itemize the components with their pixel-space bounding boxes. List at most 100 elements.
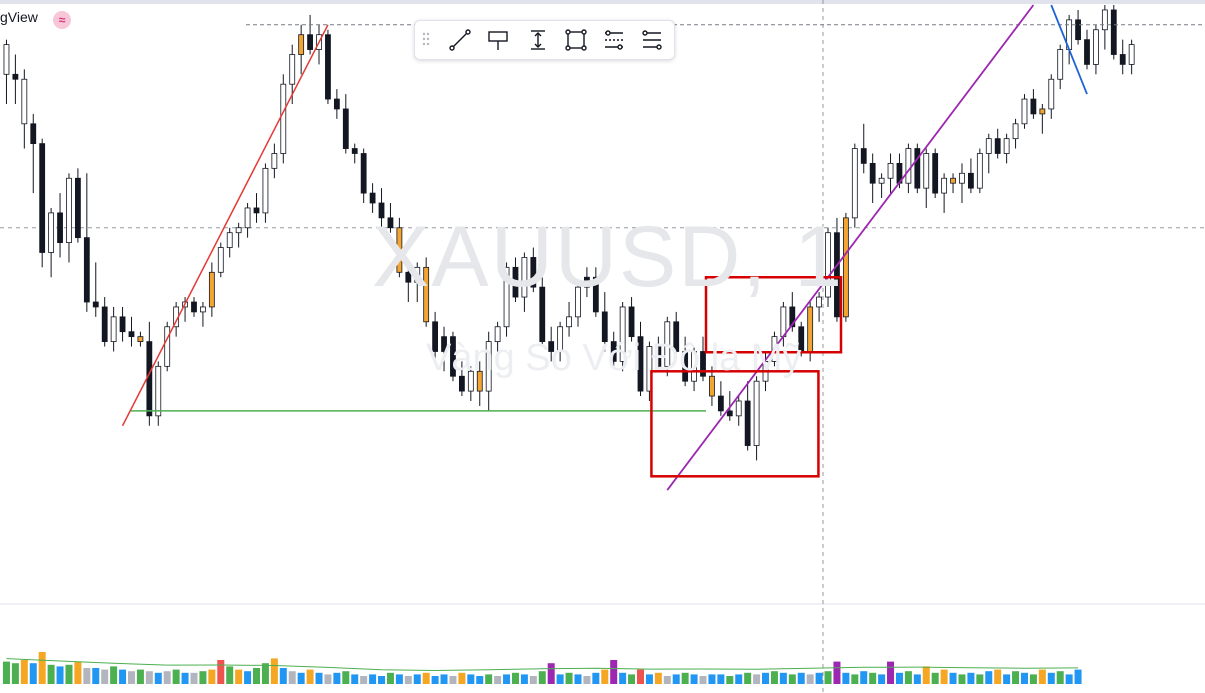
volume-bar: [172, 669, 180, 684]
volume-bar: [735, 674, 743, 684]
volume-bar: [574, 674, 582, 684]
volume-bar: [940, 669, 948, 684]
anchored-text-icon: [488, 31, 508, 50]
fib-retracement-tool-button[interactable]: [636, 24, 668, 56]
trend-line-tool-button[interactable]: [444, 24, 476, 56]
candle-body: [289, 54, 296, 85]
candle-body: [1021, 98, 1028, 125]
volume-bar: [476, 676, 484, 684]
candle-body: [637, 336, 644, 392]
drag-handle-icon[interactable]: [421, 30, 431, 50]
candle-body: [584, 276, 590, 288]
volume-bar: [279, 668, 287, 684]
candle-body: [816, 296, 822, 308]
candle-body: [432, 321, 439, 352]
candle-body: [753, 380, 760, 446]
volume-bar: [824, 671, 832, 684]
candle-body: [548, 341, 555, 352]
candle-body: [137, 336, 144, 342]
volume-bar: [92, 668, 100, 684]
measure-tool-button[interactable]: [522, 24, 554, 56]
volume-bar: [101, 669, 109, 684]
parallel-channel-tool-button[interactable]: [598, 24, 630, 56]
volume-bar: [610, 660, 618, 684]
candle-body: [217, 247, 224, 273]
volume-bar: [556, 674, 564, 684]
candle-body: [307, 34, 313, 50]
candle-body: [628, 306, 635, 338]
candle-body: [405, 271, 412, 283]
volume-bar: [762, 672, 770, 684]
candle-body: [985, 138, 992, 154]
volume-bar: [967, 672, 975, 684]
volume-bar: [431, 676, 439, 684]
candle-body: [878, 177, 885, 184]
candle-body: [12, 73, 19, 80]
candle-body: [333, 98, 340, 110]
candle-body: [539, 286, 546, 342]
volume-bar: [208, 669, 216, 684]
volume-bar: [860, 671, 868, 684]
volume-bar: [503, 674, 511, 684]
candle-body: [75, 177, 81, 239]
candle-body: [976, 153, 983, 189]
volume-bar: [20, 660, 28, 684]
volume-bar: [797, 672, 805, 684]
volume-bar: [842, 672, 850, 684]
volume-bar: [127, 671, 135, 684]
candle-body: [369, 192, 376, 204]
volume-bar: [29, 663, 37, 684]
candle-body: [21, 78, 28, 125]
volume-bar: [253, 668, 261, 684]
candle-body: [423, 266, 430, 323]
volume-bar: [770, 671, 778, 684]
volume-bar: [851, 674, 859, 684]
candle-body: [92, 301, 99, 308]
volume-bar: [922, 666, 930, 684]
parallel-channel-icon: [605, 30, 623, 50]
anchored-text-tool-button[interactable]: [482, 24, 514, 56]
volume-bar: [181, 672, 189, 684]
volume-bar: [645, 674, 653, 684]
candle-body: [994, 138, 1001, 154]
candle-body: [476, 370, 483, 392]
volume-bar: [985, 671, 993, 684]
candle-body: [619, 306, 626, 362]
volume-bar: [681, 672, 689, 684]
volume-bar: [351, 674, 359, 684]
candle-body: [1093, 29, 1099, 65]
volume-bar: [833, 661, 841, 684]
candle-body: [842, 217, 849, 318]
volume-bar: [145, 671, 153, 684]
purple-trend-line: [666, 4, 1035, 491]
window-top-border: [0, 0, 1205, 4]
rectangle-tool-button[interactable]: [560, 24, 592, 56]
candle-body: [610, 341, 617, 362]
volume-bar: [154, 672, 162, 684]
candle-body: [83, 237, 90, 303]
drawings-layer[interactable]: [121, 4, 1205, 491]
brand-badge-icon: ≈: [53, 11, 71, 29]
candle-body: [717, 395, 724, 412]
volume-bar: [110, 666, 118, 684]
support-box: [650, 370, 820, 478]
candle-body: [155, 365, 162, 417]
volume-bar: [270, 658, 278, 684]
volume-bar: [386, 672, 394, 684]
candle-body: [191, 301, 197, 313]
measure-icon: [531, 30, 545, 50]
trend-line-icon: [449, 29, 471, 51]
volume-bar: [976, 674, 984, 684]
candle-body: [557, 326, 564, 352]
candle-body: [825, 232, 831, 298]
volume-bar: [904, 671, 912, 684]
volume-bar: [190, 672, 198, 684]
volume-bar: [74, 661, 82, 684]
candle-body: [360, 153, 367, 194]
volume-bar: [38, 652, 46, 684]
volume-bar: [395, 674, 403, 684]
volume-bar: [1047, 672, 1055, 684]
